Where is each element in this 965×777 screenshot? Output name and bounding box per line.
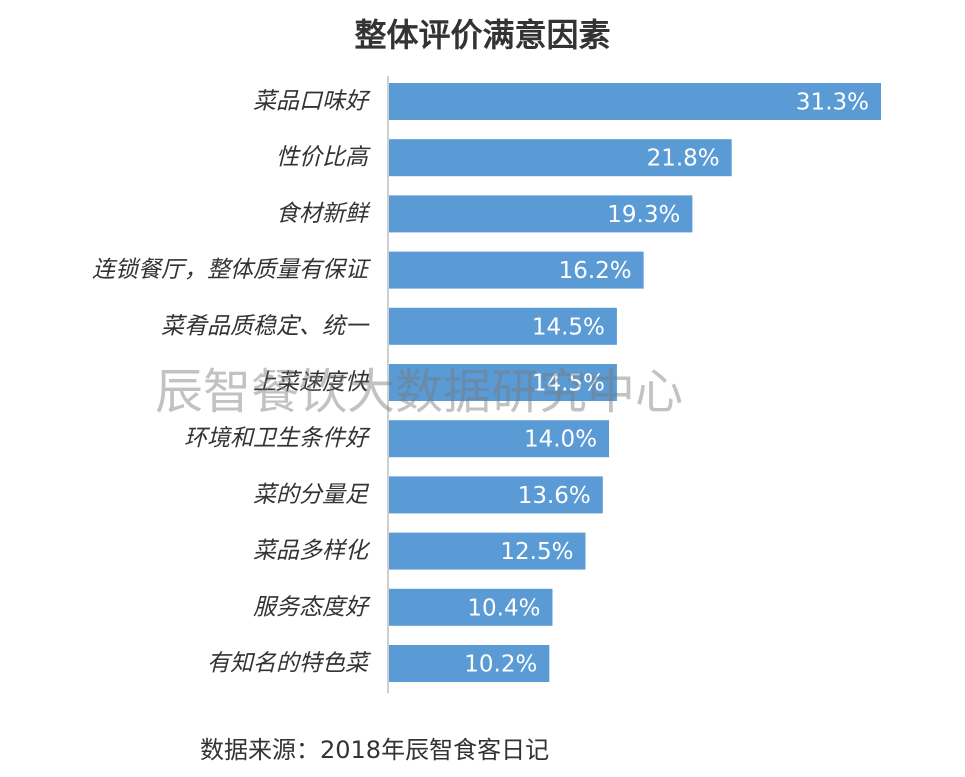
category-label: 菜品口味好 xyxy=(253,89,371,115)
value-label: 14.5% xyxy=(532,314,605,340)
value-label: 31.3% xyxy=(796,90,869,116)
category-label: 环境和卫生条件好 xyxy=(184,426,371,452)
value-label: 21.8% xyxy=(647,146,720,172)
value-label: 12.5% xyxy=(500,539,573,565)
category-label: 服务态度好 xyxy=(253,594,371,620)
bar xyxy=(389,645,550,682)
category-label: 菜肴品质稳定、统一 xyxy=(161,313,370,339)
value-label: 14.0% xyxy=(524,427,597,453)
category-label: 有知名的特色菜 xyxy=(207,651,372,677)
value-label: 10.2% xyxy=(464,652,537,678)
value-label: 19.3% xyxy=(607,202,680,228)
bar xyxy=(389,532,586,570)
value-label: 14.5% xyxy=(532,371,605,397)
value-label: 13.6% xyxy=(518,483,591,509)
category-label: 连锁餐厅，整体质量有保证 xyxy=(92,257,372,283)
bar xyxy=(389,251,644,289)
chart-title: 整体评价满意因素 xyxy=(354,16,611,54)
bar xyxy=(389,476,603,514)
bar xyxy=(389,364,617,401)
bar xyxy=(389,139,732,177)
category-label: 性价比高 xyxy=(276,145,371,171)
value-label: 10.4% xyxy=(467,595,540,621)
category-label: 食材新鲜 xyxy=(276,201,371,227)
bar xyxy=(389,83,881,120)
source-note: 数据来源：2018年辰智食客日记 xyxy=(200,736,550,764)
bar xyxy=(389,588,553,626)
value-label: 16.2% xyxy=(559,258,632,284)
category-label: 上菜速度快 xyxy=(253,370,370,396)
bar xyxy=(389,420,610,458)
bar xyxy=(389,307,617,345)
category-label: 菜品多样化 xyxy=(253,538,371,564)
bar xyxy=(389,195,693,233)
category-label: 菜的分量足 xyxy=(253,482,370,508)
